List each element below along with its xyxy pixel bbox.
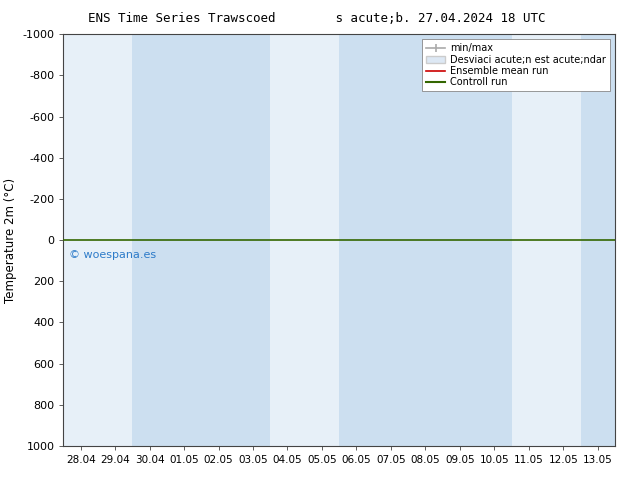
Bar — [270, 34, 339, 446]
Text: © woespana.es: © woespana.es — [69, 250, 156, 260]
Legend: min/max, Desviaci acute;n est acute;ndar, Ensemble mean run, Controll run: min/max, Desviaci acute;n est acute;ndar… — [422, 39, 610, 91]
Bar — [63, 34, 133, 446]
Bar — [512, 34, 581, 446]
Y-axis label: Temperature 2m (°C): Temperature 2m (°C) — [4, 177, 17, 303]
Text: ENS Time Series Trawscoed        s acute;b. 27.04.2024 18 UTC: ENS Time Series Trawscoed s acute;b. 27.… — [88, 12, 546, 25]
